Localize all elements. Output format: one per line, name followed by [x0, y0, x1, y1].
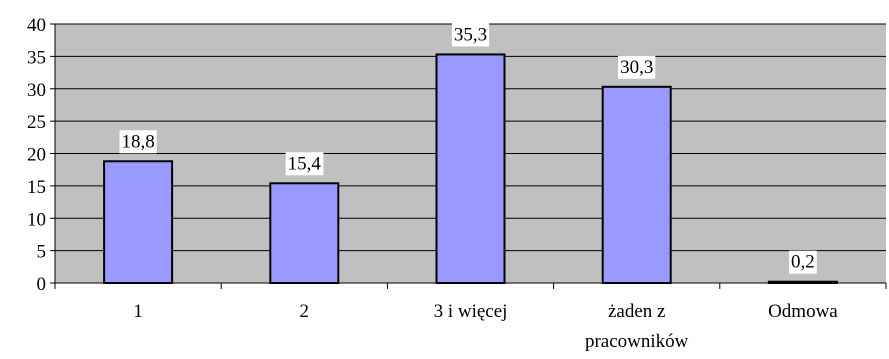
- bar: [601, 85, 672, 285]
- x-tick-label: 1: [133, 301, 143, 322]
- y-tick-label: 10: [27, 209, 46, 230]
- data-label-background: [789, 250, 817, 274]
- y-tick-label: 35: [27, 47, 46, 68]
- y-tick-label: 20: [27, 145, 46, 166]
- y-tick-label: 25: [27, 112, 46, 133]
- data-labels: 18,8 15,4 35,3 30,3 0,2: [119, 23, 817, 274]
- x-tick-label: żaden z: [608, 301, 665, 322]
- y-axis-ticks: 0 5 10 15 20 25 30 35 40: [27, 15, 55, 295]
- y-tick-label: 15: [27, 177, 46, 198]
- bar: [767, 280, 838, 284]
- data-label-background: [119, 130, 157, 154]
- category-labels: 1 2 3 i więcej żaden z pracowników Odmowa: [133, 301, 838, 352]
- y-tick-label: 30: [27, 80, 46, 101]
- x-tick-label: 3 i więcej: [434, 301, 508, 322]
- bars: [103, 53, 838, 285]
- bar: [103, 160, 174, 285]
- data-label: 35,3: [454, 24, 487, 45]
- data-label: 0,2: [791, 252, 815, 273]
- y-tick-label: 0: [37, 274, 47, 295]
- data-label: 15,4: [288, 153, 322, 174]
- data-label-background: [285, 152, 324, 176]
- bar: [269, 182, 340, 284]
- bar: [435, 53, 506, 285]
- x-tick-label: Odmowa: [768, 301, 838, 322]
- data-label-background: [618, 55, 656, 79]
- data-label: 18,8: [121, 131, 154, 152]
- x-tick-label: 2: [300, 301, 310, 322]
- x-tick-label: pracowników: [585, 331, 689, 352]
- y-tick-label: 5: [37, 242, 47, 263]
- y-tick-label: 40: [27, 15, 46, 36]
- data-label-background: [451, 23, 490, 47]
- data-label: 30,3: [620, 57, 653, 78]
- x-axis-ticks: [54, 283, 887, 289]
